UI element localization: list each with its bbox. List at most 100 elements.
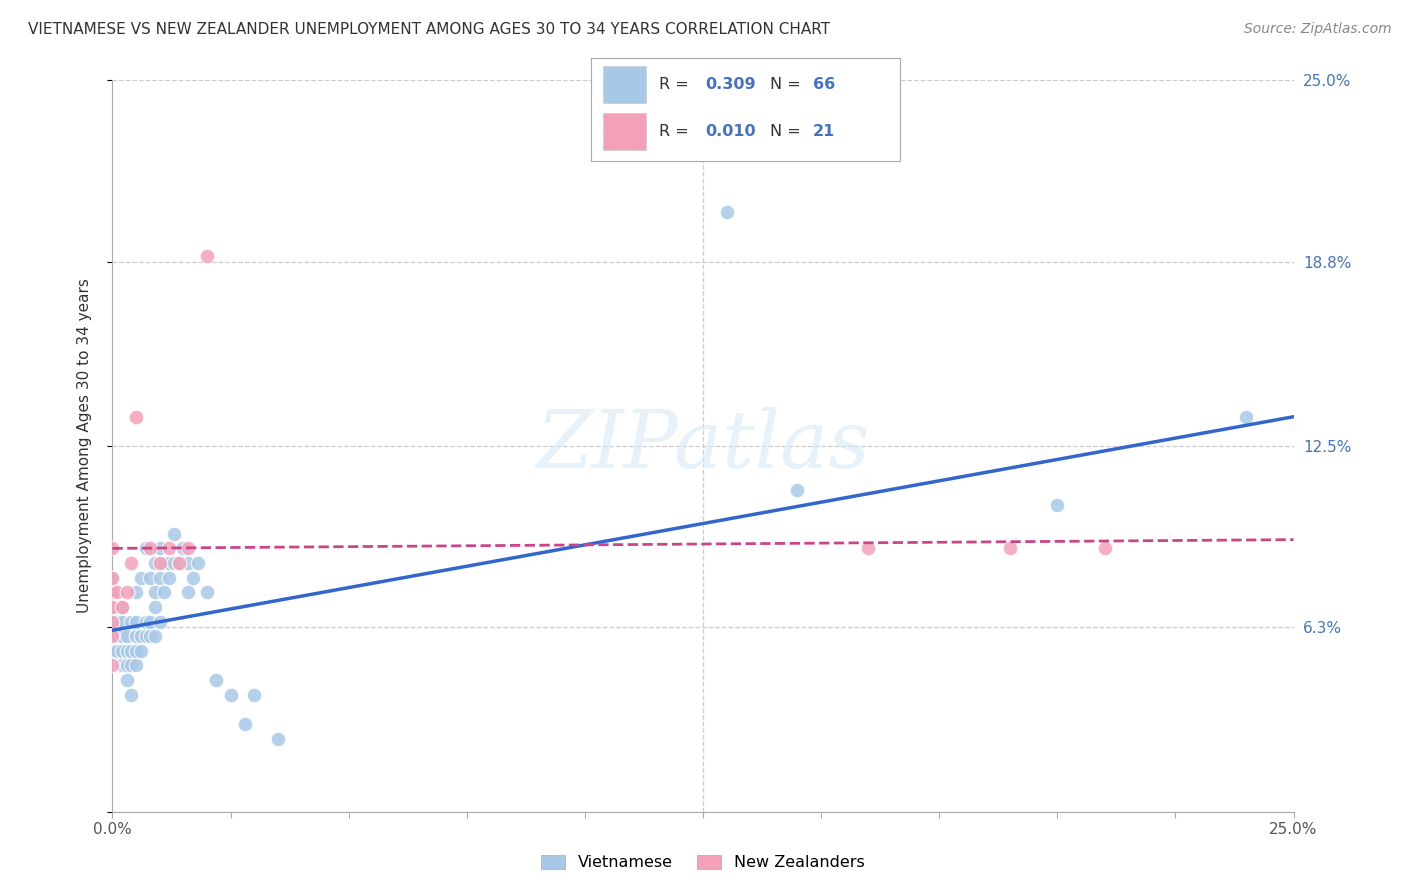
Text: R =: R = [658,124,693,139]
Point [219,688,242,702]
Point [186,556,208,570]
Point [998,541,1021,556]
Point [125,658,148,673]
Point [101,629,124,643]
Point [101,658,124,673]
Point [105,585,128,599]
Point [120,688,142,702]
Y-axis label: Unemployment Among Ages 30 to 34 years: Unemployment Among Ages 30 to 34 years [77,278,91,614]
Point [157,541,180,556]
Point [101,541,124,556]
Point [139,541,162,556]
Point [716,205,738,219]
Point [181,571,204,585]
Point [135,629,157,643]
Text: N =: N = [770,77,806,92]
Point [143,585,166,599]
Point [120,615,142,629]
Point [125,585,148,599]
Point [115,644,138,658]
Point [101,615,124,629]
Point [129,571,152,585]
Point [153,585,176,599]
Point [115,658,138,673]
Point [177,556,200,570]
Point [101,585,124,599]
Point [1094,541,1116,556]
Point [105,599,128,614]
Point [1234,409,1257,424]
Point [195,585,218,599]
Point [115,629,138,643]
Point [120,658,142,673]
FancyBboxPatch shape [603,113,647,150]
Point [135,615,157,629]
Point [157,556,180,570]
Point [143,629,166,643]
Point [195,249,218,263]
Text: VIETNAMESE VS NEW ZEALANDER UNEMPLOYMENT AMONG AGES 30 TO 34 YEARS CORRELATION C: VIETNAMESE VS NEW ZEALANDER UNEMPLOYMENT… [28,22,831,37]
Point [149,615,172,629]
Point [149,556,172,570]
Point [129,629,152,643]
Point [233,717,256,731]
Point [120,556,142,570]
Point [120,644,142,658]
Point [149,571,172,585]
Point [115,585,138,599]
Point [125,615,148,629]
Point [125,629,148,643]
Point [111,599,134,614]
Point [243,688,266,702]
Point [139,615,162,629]
Point [111,629,134,643]
Point [135,541,157,556]
Point [111,658,134,673]
Point [101,571,124,585]
Point [101,644,124,658]
Point [111,615,134,629]
Point [163,526,186,541]
Point [105,644,128,658]
Point [177,585,200,599]
Text: 66: 66 [813,77,835,92]
Point [129,644,152,658]
Point [125,409,148,424]
Point [205,673,228,687]
Point [101,629,124,643]
Point [267,731,290,746]
Point [157,571,180,585]
Point [101,571,124,585]
Text: 21: 21 [813,124,835,139]
Point [786,483,808,497]
Text: 0.010: 0.010 [704,124,755,139]
Point [111,599,134,614]
Point [125,644,148,658]
Point [101,599,124,614]
Point [163,556,186,570]
Point [172,541,194,556]
Point [139,629,162,643]
Text: 0.309: 0.309 [704,77,755,92]
FancyBboxPatch shape [603,66,647,103]
Point [101,585,124,599]
Point [105,629,128,643]
Text: R =: R = [658,77,693,92]
Point [167,556,190,570]
Text: Source: ZipAtlas.com: Source: ZipAtlas.com [1244,22,1392,37]
Point [101,615,124,629]
Point [167,556,190,570]
Point [143,599,166,614]
Point [858,541,880,556]
Point [1046,498,1069,512]
Point [143,556,166,570]
Point [149,541,172,556]
Text: ZIPatlas: ZIPatlas [536,408,870,484]
Legend: Vietnamese, New Zealanders: Vietnamese, New Zealanders [536,848,870,877]
Point [111,644,134,658]
Point [153,556,176,570]
Point [177,541,200,556]
Point [139,571,162,585]
Point [101,599,124,614]
Point [115,673,138,687]
